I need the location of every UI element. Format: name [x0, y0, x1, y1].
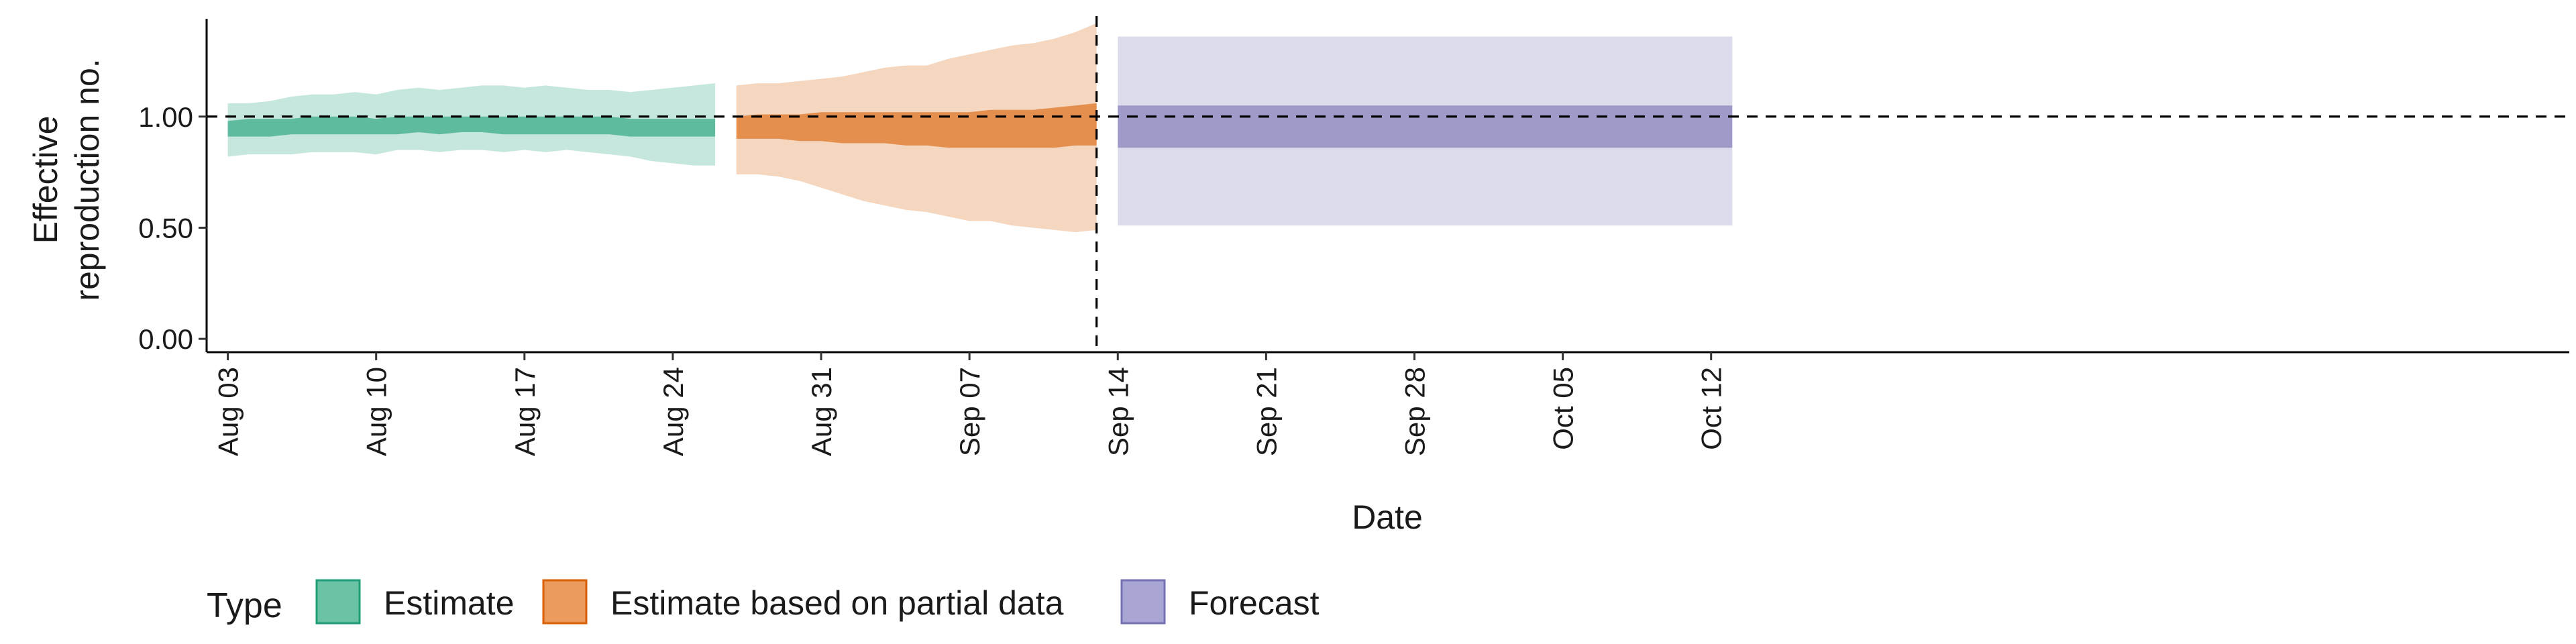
legend-label-estimate-based-on-partial-data: Estimate based on partial data [610, 584, 1064, 622]
y-ticks: 0.00 0.50 1.00 [138, 101, 207, 355]
legend-key-estimate-based-on-partial-data [542, 579, 588, 625]
x-tick-label: Sep 28 [1399, 367, 1430, 456]
legend-key-forecast [1120, 579, 1166, 625]
y-tick-label: 0.50 [138, 212, 193, 244]
legend: Type Estimate Estimate based on partial d… [207, 579, 1320, 625]
legend-label-forecast: Forecast [1189, 584, 1320, 622]
x-tick-label: Aug 24 [657, 367, 689, 456]
x-tick-label: Sep 14 [1102, 367, 1134, 456]
x-tick-label: Sep 07 [954, 367, 985, 456]
x-ticks: Aug 03 Aug 10 Aug 17 Aug 24 Aug 31 Sep 07 Sep … [213, 352, 1727, 456]
estimate-inner-interval [227, 116, 716, 137]
x-tick-label: Oct 05 [1548, 367, 1579, 450]
axes: 0.000.501.00 Aug 03 Aug 10 Aug 17 Aug 24 Aug… [138, 19, 2569, 456]
x-tick-label: Oct 12 [1696, 367, 1727, 450]
y-axis-title-line-1: Effective [27, 116, 64, 244]
x-tick-label: Sep 21 [1250, 367, 1282, 456]
legend-title: Type [207, 586, 282, 625]
x-axis-title: Date [1352, 498, 1423, 536]
x-tick-label: Aug 31 [806, 367, 837, 456]
legend-items: Estimate Estimate based on partial data Fo… [315, 579, 1320, 625]
y-axis-title-line-2: reproduction no. [68, 58, 106, 301]
legend-key-estimate [315, 579, 361, 625]
x-tick-label: Aug 10 [361, 367, 392, 456]
estimate-based-on-partial-data-inner-interval [736, 103, 1097, 148]
y-tick-label: 0.00 [138, 323, 193, 355]
x-tick-label: Aug 17 [509, 367, 541, 456]
x-tick-label: Aug 03 [213, 367, 244, 456]
plot-area [207, 16, 2569, 352]
y-axis-title: Effective reproduction no. [27, 58, 106, 301]
legend-label-estimate: Estimate [384, 584, 515, 622]
y-tick-label: 1.00 [138, 101, 193, 133]
forecast-inner-interval [1118, 105, 1733, 148]
